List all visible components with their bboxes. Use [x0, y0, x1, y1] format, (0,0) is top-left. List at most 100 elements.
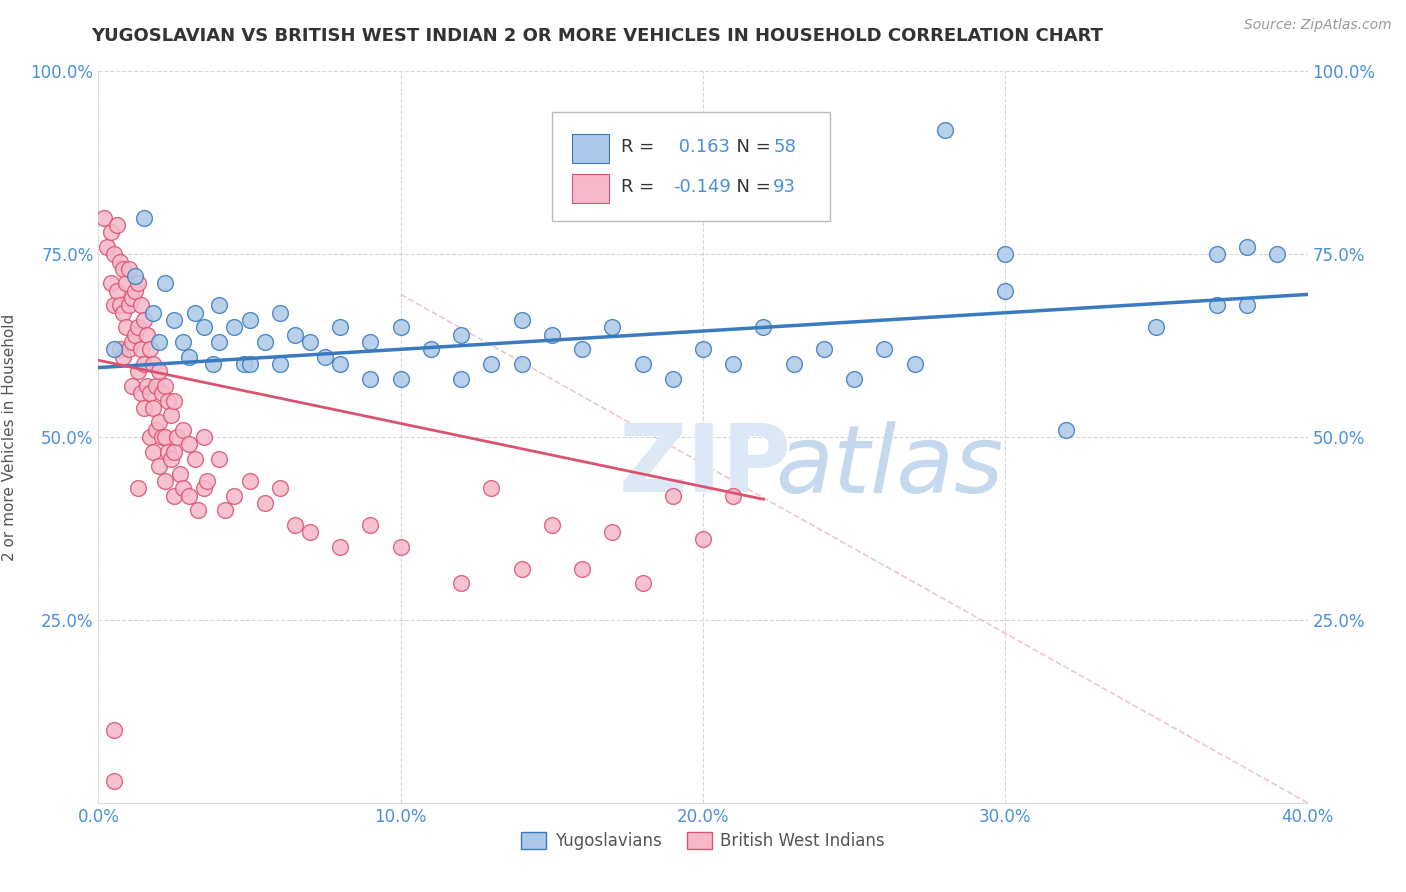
Point [994, 247, 1017, 261]
Point [329, 320, 352, 334]
Point [752, 320, 775, 334]
Point [450, 327, 472, 342]
Point [132, 401, 155, 415]
Point [114, 277, 136, 291]
Point [179, 437, 201, 451]
Point [1267, 247, 1289, 261]
Point [1054, 423, 1077, 437]
Point [1206, 247, 1229, 261]
Point [661, 489, 683, 503]
Point [873, 343, 896, 357]
Point [169, 467, 191, 481]
Point [160, 452, 183, 467]
FancyBboxPatch shape [572, 134, 609, 163]
Point [163, 444, 186, 458]
Point [269, 306, 291, 320]
Point [202, 357, 225, 371]
Point [135, 379, 157, 393]
Point [142, 357, 165, 371]
Point [172, 423, 194, 437]
Point [108, 254, 131, 268]
Point [253, 334, 276, 349]
Point [994, 284, 1017, 298]
Point [360, 517, 382, 532]
Point [571, 562, 593, 576]
Point [723, 489, 745, 503]
Point [132, 211, 155, 225]
Point [124, 284, 146, 298]
Point [121, 334, 143, 349]
Point [540, 327, 562, 342]
Point [389, 320, 412, 334]
Text: atlas: atlas [776, 421, 1004, 512]
Point [1236, 298, 1258, 312]
Point [132, 313, 155, 327]
Point [571, 343, 593, 357]
Point [96, 240, 118, 254]
Point [360, 334, 382, 349]
Text: Source: ZipAtlas.com: Source: ZipAtlas.com [1244, 18, 1392, 32]
FancyBboxPatch shape [572, 174, 609, 203]
Point [166, 430, 188, 444]
Text: -0.149: -0.149 [672, 178, 731, 196]
Point [148, 364, 170, 378]
Point [114, 320, 136, 334]
Point [163, 313, 186, 327]
Point [105, 218, 128, 232]
Point [329, 357, 352, 371]
Point [481, 481, 503, 495]
Point [1236, 240, 1258, 254]
Point [135, 327, 157, 342]
Point [187, 503, 209, 517]
Point [153, 379, 176, 393]
Point [139, 343, 162, 357]
Point [602, 525, 624, 540]
Point [450, 576, 472, 591]
Point [239, 357, 262, 371]
Point [118, 298, 141, 312]
Point [389, 540, 412, 554]
Point [783, 357, 806, 371]
Point [193, 430, 215, 444]
Point [184, 306, 207, 320]
Point [103, 773, 125, 788]
Text: N =: N = [724, 137, 776, 156]
Point [127, 481, 149, 495]
Point [150, 386, 173, 401]
Point [360, 371, 382, 385]
Point [510, 313, 533, 327]
Point [420, 343, 443, 357]
Point [148, 334, 170, 349]
Point [179, 489, 201, 503]
Point [253, 496, 276, 510]
Text: R =: R = [621, 137, 659, 156]
Point [153, 277, 176, 291]
Point [631, 576, 654, 591]
Text: 93: 93 [773, 178, 796, 196]
Point [208, 452, 231, 467]
Point [692, 533, 714, 547]
Point [232, 357, 254, 371]
Point [156, 444, 179, 458]
Point [239, 474, 262, 488]
Point [193, 320, 215, 334]
Point [904, 357, 927, 371]
Point [103, 723, 125, 737]
Point [299, 334, 322, 349]
Point [121, 291, 143, 305]
Point [145, 423, 167, 437]
Text: 0.163: 0.163 [672, 137, 730, 156]
Text: N =: N = [724, 178, 776, 196]
Point [540, 517, 562, 532]
Point [163, 489, 186, 503]
Point [111, 306, 134, 320]
Point [93, 211, 115, 225]
Point [127, 364, 149, 378]
Point [269, 357, 291, 371]
Point [179, 350, 201, 364]
Point [153, 474, 176, 488]
Point [132, 357, 155, 371]
Point [163, 393, 186, 408]
Point [156, 393, 179, 408]
Point [1206, 298, 1229, 312]
